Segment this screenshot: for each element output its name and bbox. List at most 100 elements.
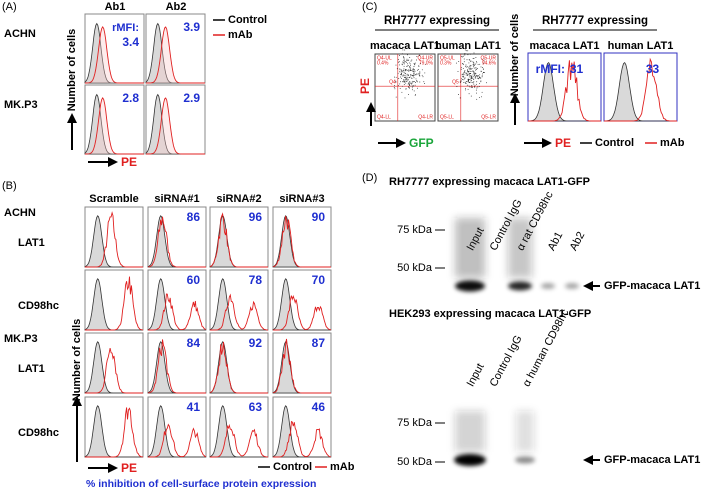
event-dot — [465, 65, 466, 67]
event-dot — [464, 69, 466, 71]
event-dot — [404, 80, 406, 82]
event-dot — [408, 70, 410, 72]
event-dot — [460, 55, 462, 57]
event-dot — [406, 73, 408, 75]
event-dot — [473, 81, 475, 83]
event-dot — [399, 71, 401, 73]
event-dot — [419, 72, 421, 74]
event-dot — [416, 81, 418, 83]
event-dot — [405, 69, 407, 71]
column-header: human LAT1 — [435, 40, 501, 52]
event-dot — [407, 69, 409, 71]
event-dot — [412, 82, 414, 84]
event-dot — [414, 84, 416, 86]
legend-label: Control — [228, 14, 267, 26]
event-dot — [465, 66, 467, 68]
event-dot — [475, 76, 477, 77]
event-dot — [468, 72, 470, 74]
event-dot — [409, 85, 410, 87]
event-dot — [472, 78, 474, 80]
event-dot — [480, 66, 482, 68]
event-dot — [406, 78, 408, 80]
blot-band — [515, 456, 535, 464]
event-dot — [481, 96, 482, 98]
event-dot — [462, 64, 464, 66]
event-dot — [398, 61, 400, 63]
quadrant-label: Q5-LL — [440, 114, 454, 120]
event-dot — [422, 76, 424, 78]
lane-label: Ab1 — [546, 230, 566, 253]
event-dot — [474, 72, 475, 74]
event-dot — [401, 91, 403, 93]
event-dot — [402, 79, 404, 81]
mab-histogram — [85, 348, 143, 394]
event-dot — [402, 70, 404, 71]
event-dot — [413, 74, 415, 76]
event-dot — [466, 81, 467, 82]
event-dot — [400, 76, 402, 78]
event-dot — [419, 71, 421, 73]
event-dot — [401, 53, 403, 55]
event-dot — [405, 70, 407, 72]
event-dot — [418, 65, 420, 67]
event-dot — [402, 74, 404, 76]
event-dot — [467, 88, 469, 90]
event-dot — [477, 75, 479, 76]
event-dot — [455, 62, 457, 64]
event-dot — [401, 77, 403, 79]
event-dot — [470, 60, 472, 62]
event-dot — [467, 73, 469, 75]
control-histogram — [604, 61, 677, 122]
event-dot — [412, 74, 414, 76]
event-dot — [395, 76, 397, 78]
quadrant-label: Q5-LR — [481, 114, 496, 120]
y-axis-label: Number of cells — [509, 14, 521, 97]
event-dot — [477, 63, 479, 65]
event-dot — [407, 64, 409, 66]
event-dot — [480, 70, 482, 72]
panel-label: (A) — [2, 1, 17, 13]
event-dot — [408, 74, 409, 76]
rmfi-value: 3.4 — [122, 35, 139, 49]
event-dot — [409, 87, 410, 89]
event-dot — [472, 61, 474, 63]
event-dot — [405, 69, 406, 70]
event-dot — [471, 86, 473, 88]
event-dot — [411, 89, 413, 91]
event-dot — [467, 80, 469, 82]
event-dot — [475, 89, 477, 91]
event-dot — [404, 49, 406, 51]
event-dot — [402, 62, 404, 64]
event-dot — [408, 84, 410, 86]
event-dot — [480, 81, 482, 83]
event-dot — [479, 82, 481, 84]
x-axis-label: GFP — [409, 136, 434, 150]
event-dot — [413, 81, 414, 83]
event-dot — [475, 75, 477, 76]
event-dot — [418, 54, 420, 56]
event-dot — [462, 67, 464, 69]
event-dot — [413, 81, 415, 83]
event-dot — [407, 59, 409, 61]
event-dot — [398, 64, 400, 66]
event-dot — [466, 72, 468, 74]
event-dot — [403, 76, 405, 78]
event-dot — [481, 67, 483, 69]
event-dot — [403, 81, 405, 83]
mab-histogram — [147, 339, 206, 394]
event-dot — [480, 80, 482, 82]
column-header: siRNA#1 — [154, 193, 199, 205]
event-dot — [472, 76, 474, 78]
event-dot — [473, 52, 475, 54]
event-dot — [393, 87, 395, 89]
event-dot — [468, 85, 470, 87]
event-dot — [409, 77, 411, 79]
mab-histogram — [273, 295, 332, 331]
event-dot — [411, 83, 412, 85]
event-dot — [413, 69, 415, 71]
mw-marker: 75 kDa — [397, 417, 433, 429]
event-dot — [476, 87, 478, 89]
event-dot — [473, 86, 475, 88]
event-dot — [405, 75, 407, 77]
event-dot — [419, 81, 421, 83]
